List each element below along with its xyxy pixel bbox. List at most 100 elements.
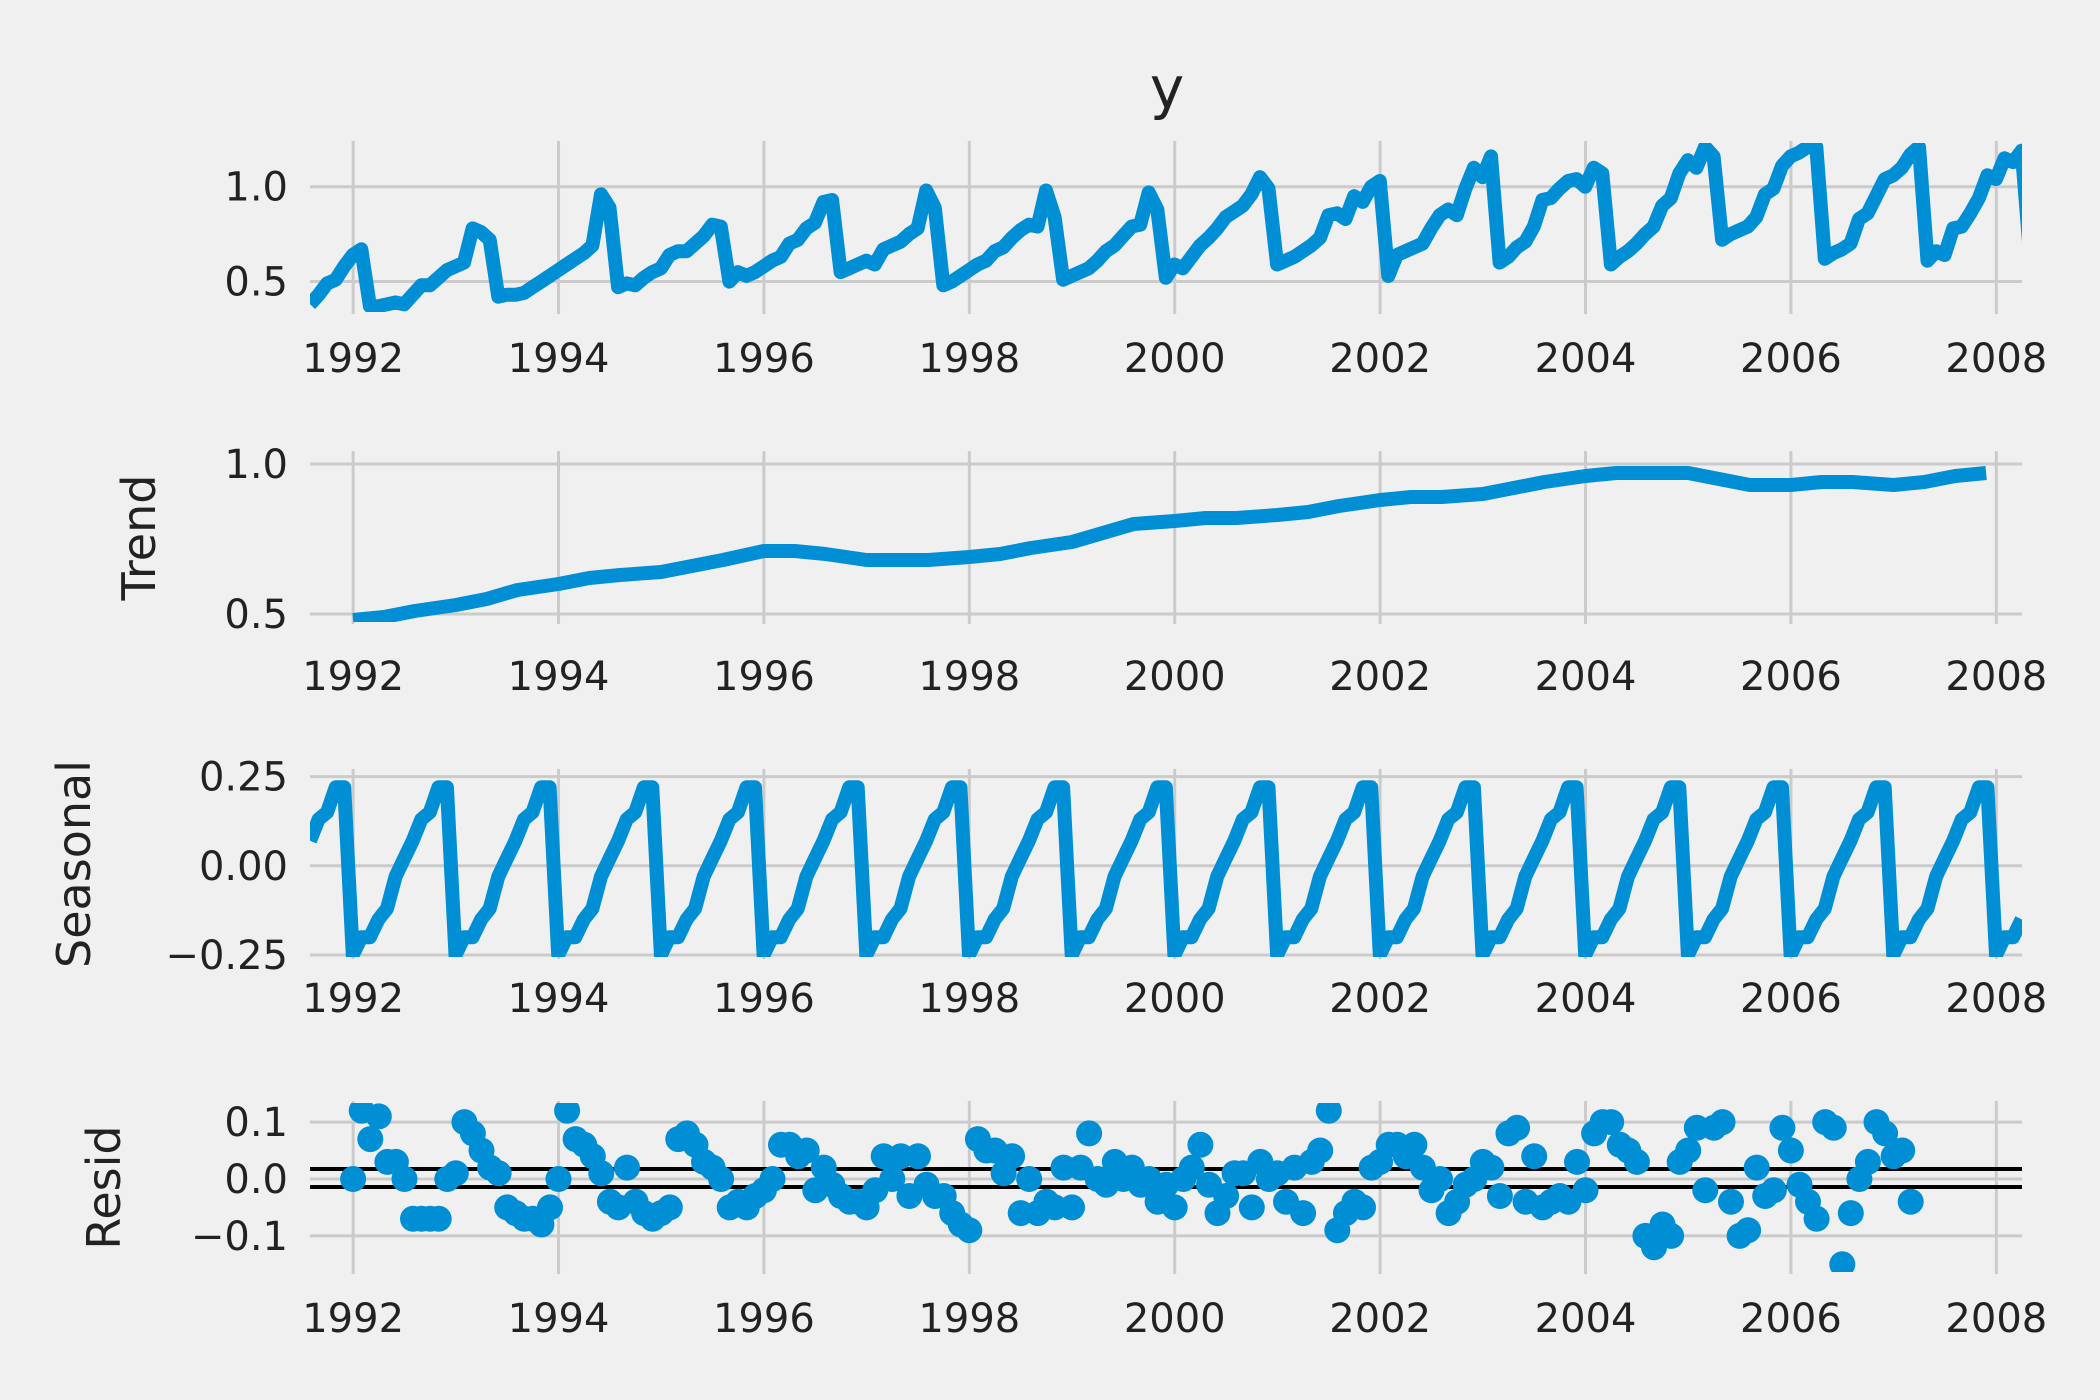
- resid-point: [340, 1166, 367, 1192]
- y-tick-label: −0.25: [165, 933, 288, 979]
- y-axis-label: Resid: [77, 1125, 131, 1249]
- resid-point: [391, 1166, 418, 1192]
- resid-point: [1315, 1103, 1342, 1124]
- resid-point: [905, 1143, 931, 1170]
- x-tick-label: 1998: [918, 654, 1020, 700]
- resid-point: [1735, 1217, 1762, 1244]
- resid-point: [1076, 1120, 1103, 1147]
- x-tick-label: 1996: [713, 976, 815, 1022]
- x-tick-label: 2002: [1329, 976, 1431, 1022]
- x-tick-label: 2006: [1740, 336, 1842, 382]
- x-tick-label: 2002: [1329, 336, 1431, 382]
- figure-title: y: [1150, 54, 1184, 122]
- x-tick-label: 2002: [1329, 654, 1431, 700]
- resid-point: [1307, 1137, 1334, 1164]
- x-tick-label: 2008: [1945, 336, 2047, 382]
- resid-point: [1837, 1200, 1864, 1227]
- resid-point: [1829, 1251, 1856, 1272]
- resid-point: [1504, 1114, 1531, 1141]
- y-tick-label: −0.1: [191, 1214, 288, 1260]
- resid-point: [1478, 1154, 1505, 1181]
- x-tick-label: 2000: [1124, 1296, 1226, 1342]
- y-tick-label: 0.5: [224, 260, 288, 306]
- x-tick-label: 2006: [1740, 976, 1842, 1022]
- resid-point: [1350, 1194, 1376, 1221]
- x-tick-label: 1996: [713, 336, 815, 382]
- resid-point: [956, 1217, 983, 1244]
- x-tick-label: 1998: [918, 976, 1020, 1022]
- x-tick-label: 1992: [302, 976, 404, 1022]
- resid-point: [759, 1166, 786, 1192]
- x-tick-label: 2000: [1124, 976, 1226, 1022]
- y-axis-label: Trend: [112, 475, 166, 602]
- x-tick-label: 2004: [1535, 336, 1637, 382]
- panel-observed: 1992 1994 1996 1998 2000 2002 2004 2006 2008 0.5 1…: [224, 141, 2047, 382]
- resid-point: [545, 1166, 572, 1192]
- resid-point: [1161, 1194, 1188, 1221]
- seasonal-series-line: [310, 780, 2022, 957]
- resid-point: [1187, 1131, 1214, 1158]
- resid-point: [1401, 1131, 1428, 1158]
- resid-point: [1016, 1166, 1043, 1192]
- resid-point: [1820, 1114, 1847, 1141]
- resid-point: [656, 1194, 683, 1221]
- resid-point: [1692, 1177, 1719, 1204]
- y-axis-label: Seasonal: [47, 760, 101, 968]
- x-tick-label: 1998: [918, 1296, 1020, 1342]
- x-tick-label: 2000: [1124, 654, 1226, 700]
- resid-point: [1743, 1154, 1770, 1181]
- x-tick-label: 2008: [1945, 976, 2047, 1022]
- resid-point: [1854, 1148, 1881, 1175]
- observed-series-line: [310, 143, 2022, 312]
- resid-point: [1238, 1194, 1265, 1221]
- trend-series-line: [352, 466, 1987, 622]
- resid-point: [1889, 1137, 1916, 1164]
- y-tick-label: 0.0: [224, 1157, 288, 1203]
- resid-point: [1427, 1166, 1453, 1192]
- resid-point: [1718, 1188, 1744, 1215]
- x-tick-label: 1992: [302, 654, 404, 700]
- resid-point: [485, 1160, 512, 1187]
- resid-point: [365, 1103, 392, 1130]
- resid-point: [537, 1194, 563, 1221]
- x-tick-label: 1994: [508, 654, 610, 700]
- resid-point: [1760, 1177, 1787, 1204]
- resid-point: [1059, 1194, 1085, 1221]
- resid-point: [1675, 1137, 1702, 1164]
- resid-point: [554, 1103, 581, 1124]
- x-tick-label: 1994: [508, 1296, 610, 1342]
- resid-point: [357, 1126, 384, 1153]
- resid-point: [1769, 1114, 1796, 1141]
- resid-point: [1564, 1148, 1590, 1175]
- y-tick-label: 0.00: [199, 844, 288, 890]
- resid-point: [1178, 1154, 1205, 1181]
- resid-point: [1572, 1177, 1599, 1204]
- x-tick-label: 1996: [713, 654, 815, 700]
- resid-point: [793, 1137, 820, 1164]
- x-tick-label: 2008: [1945, 654, 2047, 700]
- x-tick-label: 2006: [1740, 1296, 1842, 1342]
- resid-point: [1290, 1200, 1317, 1227]
- x-tick-label: 2006: [1740, 654, 1842, 700]
- resid-point: [442, 1160, 469, 1187]
- x-tick-label: 1992: [302, 336, 404, 382]
- resid-point: [1658, 1222, 1685, 1249]
- resid-point: [425, 1205, 452, 1232]
- x-tick-label: 2000: [1124, 336, 1226, 382]
- resid-point: [1521, 1143, 1548, 1170]
- x-tick-label: 1994: [508, 976, 610, 1022]
- panel-trend: 1992 1994 1996 1998 2000 2002 2004 2006 2008 0.5 1…: [112, 442, 2047, 700]
- resid-point: [999, 1143, 1026, 1170]
- resid-point: [1777, 1137, 1804, 1164]
- panel-resid: 1992 1994 1996 1998 2000 2002 2004 2006 2008 −0.1…: [77, 1100, 2047, 1342]
- x-tick-label: 1994: [508, 336, 610, 382]
- x-tick-label: 1998: [918, 336, 1020, 382]
- resid-point: [708, 1166, 735, 1192]
- x-tick-label: 2004: [1535, 976, 1637, 1022]
- resid-point: [1213, 1183, 1240, 1209]
- resid-point: [1803, 1205, 1830, 1232]
- resid-point: [1872, 1120, 1899, 1147]
- panel-seasonal: 1992 1994 1996 1998 2000 2002 2004 2006 2008 −0.2…: [47, 755, 2047, 1022]
- x-tick-label: 2004: [1535, 654, 1637, 700]
